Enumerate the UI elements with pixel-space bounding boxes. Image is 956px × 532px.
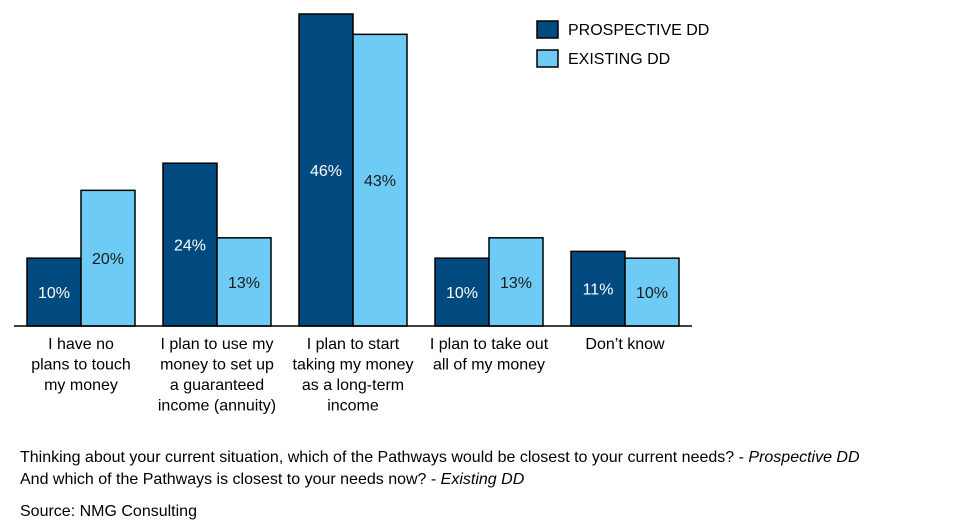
value-label-existing-2: 43% bbox=[364, 173, 396, 190]
legend-swatch-existing bbox=[536, 49, 559, 68]
footnote-question-1: Thinking about your current situation, w… bbox=[20, 447, 860, 469]
category-label-0-line-2: my money bbox=[44, 377, 118, 394]
category-label-3-line-0: I plan to take out bbox=[430, 336, 549, 353]
footnote-1-text: Thinking about your current situation, w… bbox=[20, 449, 749, 466]
bar-prospective-0 bbox=[26, 257, 82, 327]
value-label-prospective-1: 24% bbox=[174, 238, 206, 255]
footnote-2-text: And which of the Pathways is closest to … bbox=[20, 471, 441, 488]
value-label-prospective-0: 10% bbox=[38, 285, 70, 302]
source-note: Source: NMG Consulting bbox=[20, 503, 197, 520]
bar-existing-2 bbox=[352, 33, 408, 327]
bar-existing-3 bbox=[488, 237, 544, 327]
category-label-1-line-2: a guaranteed bbox=[170, 377, 264, 394]
bar-prospective-1 bbox=[162, 162, 218, 327]
bar-existing-4 bbox=[624, 257, 680, 327]
category-label-0-line-1: plans to touch bbox=[31, 357, 131, 374]
category-labels-group: I have no plans to touch my money I plan to… bbox=[31, 336, 665, 415]
category-label-1-line-0: I plan to use my bbox=[161, 336, 274, 353]
category-label-2-line-2: as a long-term bbox=[302, 377, 404, 394]
category-label-2-line-1: taking my money bbox=[293, 357, 414, 374]
bar-existing-1 bbox=[216, 237, 272, 327]
bars-group bbox=[26, 13, 680, 327]
category-label-3-line-1: all of my money bbox=[433, 357, 545, 374]
value-labels-group: 10% 20% 24% 13% 46% 43% 10% 13% 11% 10% bbox=[38, 163, 668, 302]
legend-label-prospective: PROSPECTIVE DD bbox=[568, 22, 709, 39]
category-label-2-line-3: income bbox=[327, 398, 379, 415]
category-label-1-line-3: income (annuity) bbox=[158, 398, 276, 415]
bar-chart: 10% 20% 24% 13% 46% 43% 10% 13% 11% 10% I have no… bbox=[14, 13, 709, 415]
category-label-0-line-0: I have no bbox=[48, 336, 114, 353]
value-label-prospective-4: 11% bbox=[583, 282, 614, 299]
value-label-existing-4: 10% bbox=[636, 285, 668, 302]
footnote-1-emphasis: Prospective DD bbox=[748, 449, 860, 466]
legend-swatch-prospective bbox=[536, 20, 559, 39]
legend-label-existing: EXISTING DD bbox=[568, 51, 670, 68]
bar-existing-0 bbox=[80, 189, 136, 327]
footnote-2-emphasis: Existing DD bbox=[440, 471, 525, 488]
value-label-existing-0: 20% bbox=[92, 251, 124, 268]
value-label-prospective-3: 10% bbox=[446, 285, 478, 302]
footnote-question-2: And which of the Pathways is closest to … bbox=[20, 469, 524, 491]
legend: PROSPECTIVE DD EXISTING DD bbox=[536, 20, 709, 68]
category-label-2-line-0: I plan to start bbox=[307, 336, 400, 353]
category-label-1-line-1: money to set up bbox=[160, 357, 274, 374]
value-label-prospective-2: 46% bbox=[310, 163, 342, 180]
value-label-existing-1: 13% bbox=[228, 275, 260, 292]
category-label-4-line-0: Don’t know bbox=[585, 336, 665, 353]
value-label-existing-3: 13% bbox=[500, 275, 532, 292]
